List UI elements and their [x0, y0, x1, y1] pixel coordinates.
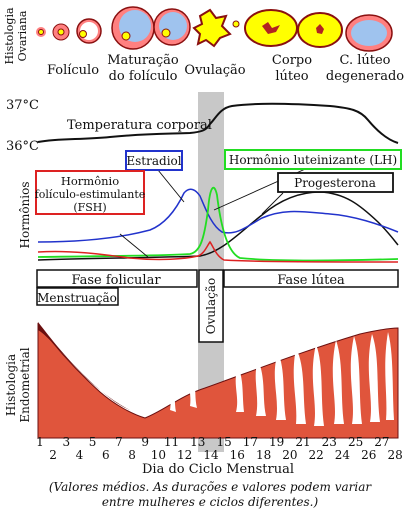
fsh-label-box [35, 170, 145, 215]
lh-curve [37, 186, 399, 262]
stage-degenerate-label-1: C. lúteo [339, 53, 390, 68]
ovarian-histology-label-1: Histologia [3, 7, 16, 64]
day-label-4: 4 [76, 448, 84, 462]
stage-maturation-label-2: do folículo [109, 69, 178, 84]
stage-maturation-label-1: Maturação [107, 53, 179, 68]
ovarian-histology-row: Histologia Ovariana [3, 6, 404, 84]
day-label-20: 20 [282, 448, 297, 462]
day-label-23: 23 [322, 435, 337, 449]
corpus-luteum-degenerate [345, 14, 393, 52]
luteal-phase-label: Fase lútea [277, 273, 345, 288]
day-label-26: 26 [361, 448, 376, 462]
day-label-18: 18 [256, 448, 271, 462]
phases-row: Fase folicular Fase lútea Menstruação Ov… [36, 269, 399, 343]
hormones-panel: Hormônios Estradiol Hormônio luteinizant… [18, 149, 402, 263]
day-label-17: 17 [243, 435, 258, 449]
stage-degenerate-label-2: degenerado [326, 69, 404, 84]
endometrium-label-2: Endometrial [18, 347, 32, 422]
menstruation-box [36, 287, 119, 306]
endometrium-label-1: Histologia [4, 354, 18, 416]
day-label-27: 27 [374, 435, 389, 449]
fsh-label-1: Hormônio [61, 174, 119, 188]
day-label-3: 3 [62, 435, 70, 449]
stage-corpus-luteum-label-1: Corpo [272, 53, 312, 68]
footnote-line-2: entre mulheres e ciclos diferentes.) [102, 495, 319, 509]
day-label-8: 8 [128, 448, 136, 462]
fsh-label-3: (FSH) [73, 201, 106, 214]
stage-ovulation-label: Ovulação [184, 63, 245, 78]
ovarian-histology-label-2: Ovariana [16, 10, 29, 61]
fsh-callout-line [119, 233, 149, 258]
follicle-small-2 [52, 23, 70, 41]
day-label-7: 7 [115, 435, 123, 449]
lh-label: Hormônio luteinizante (LH) [229, 153, 397, 167]
follicle-medium [76, 18, 102, 44]
endometrial-glands [170, 332, 394, 426]
axis-title: Dia do Ciclo Menstrual [142, 462, 294, 477]
endometrium-panel: Histologia Endometrial [4, 322, 399, 439]
temperature-panel: 37°C 36°C Temperatura corporal [6, 98, 399, 154]
day-label-15: 15 [216, 435, 231, 449]
progesterone-label: Progesterona [294, 176, 376, 190]
progesterone-callout-line [261, 192, 284, 215]
ovulation-phase-label: Ovulação [204, 278, 218, 334]
day-label-2: 2 [49, 448, 57, 462]
temperature-label: Temperatura corporal [67, 118, 212, 133]
day-label-13: 13 [190, 435, 205, 449]
follicle-mature [111, 6, 155, 50]
day-axis: 1 3 5 7 9 11 13 15 17 19 21 23 25 272 4 6 8 10 12 14 16 18 20 2… [36, 435, 403, 462]
temperature-curve [37, 102, 399, 144]
temperature-low-tick: 36°C [6, 139, 39, 154]
temperature-high-tick: 37°C [6, 98, 39, 113]
follicle-small-1 [36, 27, 46, 37]
corpus-luteum-mature [297, 12, 343, 48]
hormones-axis-label: Hormônios [18, 182, 32, 249]
follicular-phase-box [36, 269, 198, 288]
fsh-curve [37, 240, 399, 263]
follicle-graafian [153, 8, 191, 46]
day-label-24: 24 [335, 448, 351, 462]
day-label-12: 12 [177, 448, 192, 462]
stage-corpus-luteum-label-2: lúteo [275, 69, 308, 84]
footnote-line-1: (Valores médios. As durações e valores p… [49, 480, 373, 494]
estradiol-callout-line [157, 169, 185, 203]
estradiol-label-box [125, 150, 183, 171]
luteal-phase-box [223, 269, 399, 288]
menstruation-label: Menstruação [37, 291, 117, 305]
ovulation-rupture [192, 8, 240, 48]
day-label-22: 22 [309, 448, 324, 462]
fsh-label-2: folículo-estimulante [35, 188, 146, 201]
day-label-1: 1 [36, 435, 44, 449]
ovulation-phase-box [198, 269, 224, 343]
day-label-6: 6 [102, 448, 110, 462]
day-label-28: 28 [387, 448, 402, 462]
estradiol-label: Estradiol [126, 154, 181, 168]
stage-follicle-label: Folículo [47, 63, 99, 78]
day-label-11: 11 [164, 435, 179, 449]
progesterone-label-box [277, 172, 394, 193]
day-label-19: 19 [269, 435, 284, 449]
lh-label-box [224, 149, 402, 170]
day-label-9: 9 [141, 435, 149, 449]
follicular-phase-label: Fase folicular [71, 273, 161, 288]
day-label-25: 25 [348, 435, 363, 449]
day-label-5: 5 [89, 435, 97, 449]
day-label-14: 14 [203, 448, 219, 462]
day-label-21: 21 [295, 435, 310, 449]
day-label-16: 16 [230, 448, 245, 462]
corpus-luteum [244, 9, 298, 47]
day-label-10: 10 [151, 448, 166, 462]
progesterone-curve [37, 191, 399, 261]
